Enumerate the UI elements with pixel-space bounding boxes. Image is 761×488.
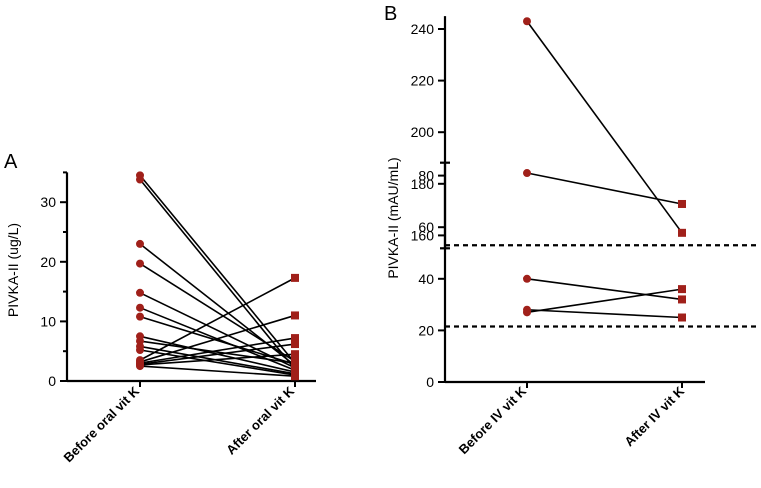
panel-b-y-tick-label: 160 — [411, 227, 435, 243]
panel-a-chart: A PIVKA-II (ug/L) 0 10 20 30 Before oral vi… — [4, 151, 316, 465]
panel-a-before-point — [136, 239, 144, 248]
panel-b-y-tick-label: 200 — [411, 124, 435, 140]
panel-a-pair-line — [139, 353, 296, 366]
panel-a-before-point — [136, 259, 144, 268]
panel-b-y-tick-label: 80 — [418, 168, 434, 184]
panel-b-y-tick-label: 240 — [411, 21, 435, 37]
panel-a-pair-line — [139, 174, 296, 364]
panel-b-pair-lines — [526, 20, 683, 319]
panel-b-before-point — [523, 169, 531, 178]
panel-b-category-label-before: Before IV vit K — [456, 383, 530, 457]
panel-b-before-point — [523, 17, 531, 26]
panel-a-pair-line — [139, 365, 296, 378]
panel-a-pair-line — [139, 179, 296, 370]
panel-a-y-ticks: 0 10 20 30 — [40, 171, 67, 389]
panel-b-after-point — [678, 285, 686, 294]
panel-b-y-tick-label: 20 — [418, 322, 434, 338]
panel-a-before-point — [136, 362, 144, 371]
panel-a-pair-line — [139, 277, 296, 361]
panel-b-reference-lines — [445, 244, 758, 328]
panel-b-pair-line — [526, 278, 683, 301]
panel-a-pair-line — [139, 314, 296, 363]
panel-a-before-point — [136, 346, 144, 355]
panel-b-after-point — [678, 295, 686, 304]
panel-a-after-point — [291, 311, 299, 320]
panel-b-chart: B PIVKA-II (mAU/mL) 0 20 40 60 80 160 180 200 22… — [384, 3, 758, 457]
panel-b-y-tick-label: 60 — [418, 219, 434, 235]
panel-b-before-point — [523, 274, 531, 283]
panel-a-after-point — [291, 359, 299, 368]
panel-b-category-label-after: After IV vit K — [621, 383, 687, 449]
panel-a-y-tick-label: 10 — [40, 313, 56, 329]
panel-a-y-tick-label: 20 — [40, 254, 56, 270]
panel-b-before-point — [523, 308, 531, 317]
panel-a-after-point — [291, 273, 299, 282]
panel-a-category-label-before: Before oral vit K — [61, 383, 143, 465]
panel-a-after-point — [291, 350, 299, 359]
panel-a-y-tick-label: 0 — [48, 373, 56, 389]
panel-a-axes — [65, 172, 316, 387]
panel-b-pair-line — [526, 20, 683, 234]
panel-a-after-point — [291, 334, 299, 343]
panel-b-y-tick-label: 0 — [426, 374, 434, 390]
panel-b-y-tick-label: 40 — [418, 271, 434, 287]
panel-a-pair-line — [139, 340, 296, 364]
panel-a-pair-line — [139, 337, 296, 364]
panel-b-pair-line — [526, 288, 683, 314]
panel-b-after-point — [678, 199, 686, 208]
panel-b-y-tick-label: 180 — [411, 176, 435, 192]
panel-a-before-point — [136, 175, 144, 184]
panel-b-pair-line — [526, 308, 683, 319]
panel-a-before-point — [136, 312, 144, 321]
panel-a-markers — [136, 171, 299, 381]
panel-b-y-ticks: 0 20 40 60 80 160 180 200 220 240 — [411, 21, 445, 390]
panel-b-pair-line — [526, 172, 683, 205]
panel-a-pair-line — [139, 343, 296, 366]
panel-a-y-tick-label: 30 — [40, 194, 56, 210]
panel-b-letter: B — [384, 3, 397, 25]
panel-b-y-axis-title: PIVKA-II (mAU/mL) — [385, 157, 401, 278]
panel-a-after-point — [291, 372, 299, 381]
panel-a-after-point — [291, 340, 299, 349]
panel-b-y-tick-label: 220 — [411, 73, 435, 89]
panel-a-before-point — [136, 303, 144, 312]
panel-b-axes — [440, 16, 705, 388]
panel-a-category-label-after: After oral vit K — [223, 383, 297, 457]
panel-a-pair-lines — [139, 174, 296, 378]
panel-a-letter: A — [4, 151, 18, 173]
panel-b-after-point — [678, 313, 686, 322]
panel-a-before-point — [136, 288, 144, 297]
panel-a-pair-line — [139, 262, 296, 363]
panel-b-after-point — [678, 228, 686, 237]
panel-a-y-axis-title: PIVKA-II (ug/L) — [5, 223, 21, 317]
panel-b-markers — [523, 17, 686, 322]
